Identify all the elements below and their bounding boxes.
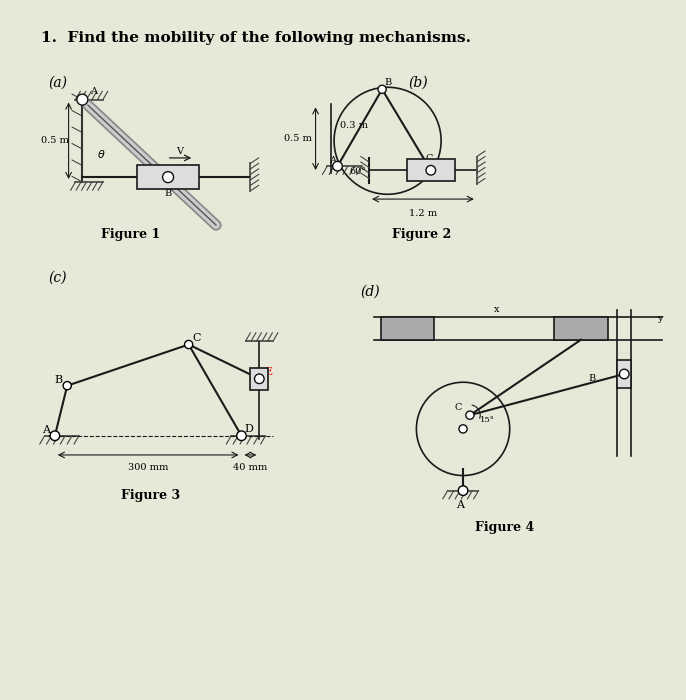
Text: x: x xyxy=(494,304,499,314)
Text: (b): (b) xyxy=(408,76,428,90)
Circle shape xyxy=(333,162,342,171)
Circle shape xyxy=(378,85,386,93)
Circle shape xyxy=(458,486,468,496)
Text: 15°: 15° xyxy=(480,416,495,424)
Bar xyxy=(381,317,434,340)
Text: C: C xyxy=(455,402,462,412)
Text: A: A xyxy=(91,87,97,96)
Text: 0.5 m: 0.5 m xyxy=(41,136,69,146)
Text: 1.  Find the mobility of the following mechanisms.: 1. Find the mobility of the following me… xyxy=(41,31,471,45)
Text: B: B xyxy=(55,375,63,385)
Text: (a): (a) xyxy=(48,76,67,90)
Text: Figure 1: Figure 1 xyxy=(101,228,160,241)
Circle shape xyxy=(426,165,436,175)
Text: Figure 4: Figure 4 xyxy=(475,522,534,535)
Text: y: y xyxy=(657,314,663,323)
Text: 0.3 m: 0.3 m xyxy=(340,121,368,130)
Text: $\theta$: $\theta$ xyxy=(97,148,106,160)
Text: B: B xyxy=(165,189,172,198)
Text: D: D xyxy=(245,424,254,434)
Text: C: C xyxy=(192,333,200,343)
Text: (c): (c) xyxy=(48,271,67,285)
Text: 0.5 m: 0.5 m xyxy=(284,134,312,144)
Circle shape xyxy=(77,94,88,105)
Text: 1.2 m: 1.2 m xyxy=(409,209,437,218)
Bar xyxy=(137,165,199,189)
Text: A: A xyxy=(43,425,51,435)
Circle shape xyxy=(50,431,60,440)
Bar xyxy=(407,160,455,181)
Bar xyxy=(617,360,631,388)
Circle shape xyxy=(237,431,246,440)
Text: Figure 3: Figure 3 xyxy=(121,489,180,502)
Bar xyxy=(554,317,608,340)
Circle shape xyxy=(619,369,629,379)
Text: 40 mm: 40 mm xyxy=(233,463,268,473)
Circle shape xyxy=(459,425,467,433)
Circle shape xyxy=(63,382,71,390)
Text: 300 mm: 300 mm xyxy=(128,463,168,473)
Text: B: B xyxy=(589,374,596,383)
Text: B: B xyxy=(385,78,392,88)
Circle shape xyxy=(255,374,264,384)
Text: Figure 2: Figure 2 xyxy=(392,228,451,241)
Text: A: A xyxy=(456,500,464,510)
Bar xyxy=(250,368,268,390)
Text: C: C xyxy=(425,155,433,163)
Text: (d): (d) xyxy=(360,285,380,299)
Circle shape xyxy=(185,340,193,349)
Text: A: A xyxy=(329,156,336,165)
Circle shape xyxy=(466,411,474,419)
Circle shape xyxy=(163,172,174,183)
Text: 60°: 60° xyxy=(350,167,367,176)
Text: V: V xyxy=(176,148,183,157)
Text: E: E xyxy=(265,368,273,377)
